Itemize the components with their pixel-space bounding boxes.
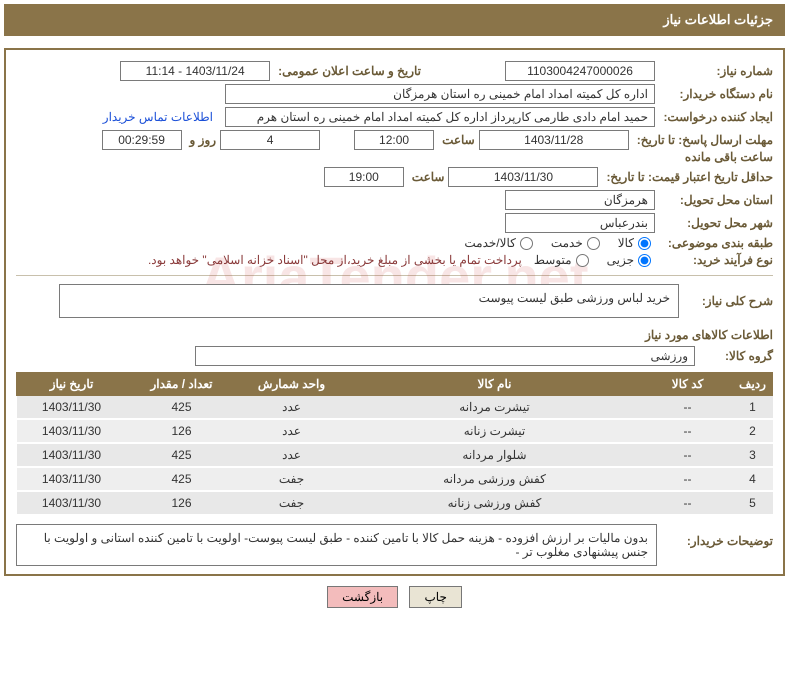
items-table: ردیفکد کالانام کالاواحد شمارشتعداد / مقد… bbox=[16, 372, 773, 516]
subject-cat-radiogroup: کالا خدمت کالا/خدمت bbox=[464, 236, 651, 250]
price-valid-date-field: 1403/11/30 bbox=[448, 167, 598, 187]
table-cell: 4 bbox=[733, 467, 773, 491]
general-desc-field: خرید لباس ورزشی طبق لیست پیوست bbox=[59, 284, 679, 318]
table-cell: عدد bbox=[237, 419, 347, 443]
table-cell: تیشرت مردانه bbox=[347, 396, 643, 420]
need-number-label: شماره نیاز: bbox=[663, 64, 773, 78]
subject-cat-label: طبقه بندی موضوعی: bbox=[663, 236, 773, 250]
buyer-notes-label: توضیحات خریدار: bbox=[667, 524, 773, 548]
announce-datetime-field: 1403/11/24 - 11:14 bbox=[120, 61, 270, 81]
table-cell: کفش ورزشی زنانه bbox=[347, 491, 643, 515]
reply-time-field: 12:00 bbox=[354, 130, 434, 150]
buyer-notes-field: بدون مالیات بر ارزش افزوده - هزینه حمل ک… bbox=[16, 524, 657, 566]
radio-goods[interactable]: کالا bbox=[618, 236, 651, 250]
table-cell: 1403/11/30 bbox=[17, 396, 127, 420]
reply-date-field: 1403/11/28 bbox=[479, 130, 629, 150]
table-cell: -- bbox=[643, 491, 733, 515]
back-button[interactable]: بازگشت bbox=[327, 586, 398, 608]
table-cell: جفت bbox=[237, 467, 347, 491]
buyer-org-label: نام دستگاه خریدار: bbox=[663, 87, 773, 101]
table-cell: 2 bbox=[733, 419, 773, 443]
table-cell: 1403/11/30 bbox=[17, 443, 127, 467]
items-col-header: تاریخ نیاز bbox=[17, 373, 127, 396]
purchase-type-radiogroup: جزیی متوسط bbox=[534, 253, 651, 267]
table-cell: 126 bbox=[127, 491, 237, 515]
table-cell: 1403/11/30 bbox=[17, 467, 127, 491]
table-row: 4--کفش ورزشی مردانهجفت4251403/11/30 bbox=[17, 467, 773, 491]
announce-datetime-label: تاریخ و ساعت اعلان عمومی: bbox=[278, 64, 421, 78]
table-cell: عدد bbox=[237, 443, 347, 467]
delivery-province-field: هرمزگان bbox=[505, 190, 655, 210]
table-row: 1--تیشرت مردانهعدد4251403/11/30 bbox=[17, 396, 773, 420]
table-cell: -- bbox=[643, 467, 733, 491]
button-bar: چاپ بازگشت bbox=[4, 586, 785, 608]
table-cell: شلوار مردانه bbox=[347, 443, 643, 467]
general-desc-label: شرح کلی نیاز: bbox=[683, 294, 773, 308]
table-cell: 1403/11/30 bbox=[17, 491, 127, 515]
table-cell: 1403/11/30 bbox=[17, 419, 127, 443]
table-row: 2--تیشرت زنانهعدد1261403/11/30 bbox=[17, 419, 773, 443]
items-info-title: اطلاعات کالاهای مورد نیاز bbox=[16, 328, 773, 342]
contact-buyer-link[interactable]: اطلاعات تماس خریدار bbox=[103, 110, 213, 124]
table-cell: تیشرت زنانه bbox=[347, 419, 643, 443]
divider-1 bbox=[16, 275, 773, 276]
table-cell: 425 bbox=[127, 467, 237, 491]
radio-medium[interactable]: متوسط bbox=[534, 253, 589, 267]
hour-label-2: ساعت bbox=[412, 170, 445, 184]
table-cell: 425 bbox=[127, 396, 237, 420]
main-panel: AriaTender.net شماره نیاز: 1103004247000… bbox=[4, 48, 785, 576]
requester-field: حمید امام دادی طارمی کارپرداز اداره کل ک… bbox=[225, 107, 655, 127]
price-validity-label: حداقل تاریخ اعتبار قیمت: تا تاریخ: bbox=[606, 170, 773, 184]
time-remaining-field: 00:29:59 bbox=[102, 130, 182, 150]
radio-partial[interactable]: جزیی bbox=[607, 253, 651, 267]
items-col-header: تعداد / مقدار bbox=[127, 373, 237, 396]
time-left-label: ساعت باقی مانده bbox=[685, 150, 773, 164]
items-col-header: نام کالا bbox=[347, 373, 643, 396]
days-remaining-field: 4 bbox=[220, 130, 320, 150]
delivery-city-field: بندرعباس bbox=[505, 213, 655, 233]
page-header: جزئیات اطلاعات نیاز bbox=[4, 4, 785, 36]
hour-label-1: ساعت bbox=[442, 133, 475, 147]
days-and-label: روز و bbox=[190, 133, 217, 147]
items-col-header: ردیف bbox=[733, 373, 773, 396]
purchase-type-label: نوع فرآیند خرید: bbox=[663, 253, 773, 267]
table-cell: عدد bbox=[237, 396, 347, 420]
table-row: 5--کفش ورزشی زنانهجفت1261403/11/30 bbox=[17, 491, 773, 515]
price-valid-time-field: 19:00 bbox=[324, 167, 404, 187]
buyer-org-field: اداره کل کمیته امداد امام خمینی ره استان… bbox=[225, 84, 655, 104]
requester-label: ایجاد کننده درخواست: bbox=[663, 110, 773, 124]
item-group-field: ورزشی bbox=[195, 346, 695, 366]
table-cell: جفت bbox=[237, 491, 347, 515]
items-col-header: کد کالا bbox=[643, 373, 733, 396]
radio-both[interactable]: کالا/خدمت bbox=[464, 236, 532, 250]
table-cell: -- bbox=[643, 396, 733, 420]
table-cell: -- bbox=[643, 419, 733, 443]
table-cell: 3 bbox=[733, 443, 773, 467]
table-cell: 1 bbox=[733, 396, 773, 420]
table-cell: -- bbox=[643, 443, 733, 467]
item-group-label: گروه کالا: bbox=[703, 349, 773, 363]
radio-service[interactable]: خدمت bbox=[551, 236, 600, 250]
payment-note: پرداخت تمام یا بخشی از مبلغ خرید،از محل … bbox=[148, 253, 522, 267]
table-cell: کفش ورزشی مردانه bbox=[347, 467, 643, 491]
table-cell: 425 bbox=[127, 443, 237, 467]
table-cell: 126 bbox=[127, 419, 237, 443]
table-row: 3--شلوار مردانهعدد4251403/11/30 bbox=[17, 443, 773, 467]
table-cell: 5 bbox=[733, 491, 773, 515]
need-number-field: 1103004247000026 bbox=[505, 61, 655, 81]
print-button[interactable]: چاپ bbox=[409, 586, 461, 608]
reply-deadline-label: مهلت ارسال پاسخ: تا تاریخ: bbox=[637, 133, 773, 147]
items-col-header: واحد شمارش bbox=[237, 373, 347, 396]
delivery-province-label: استان محل تحویل: bbox=[663, 193, 773, 207]
delivery-city-label: شهر محل تحویل: bbox=[663, 216, 773, 230]
